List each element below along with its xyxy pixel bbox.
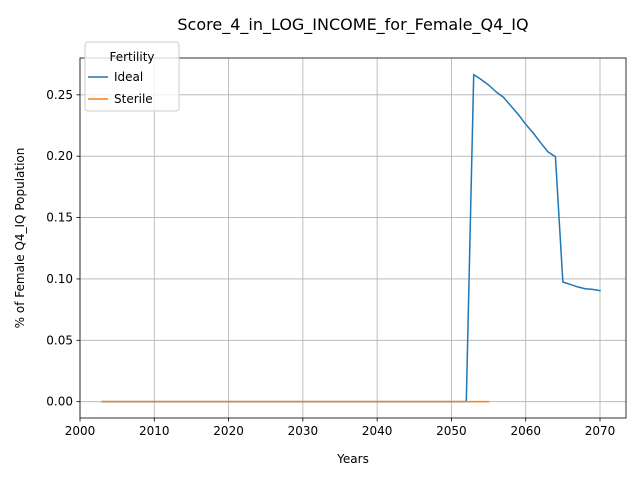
legend: Fertility Ideal Sterile — [84, 41, 180, 112]
y-tick-label: 0.00 — [46, 395, 73, 409]
legend-title: Fertility — [109, 50, 154, 64]
legend-label-sterile: Sterile — [114, 92, 153, 106]
x-tick-label: 2020 — [213, 424, 244, 438]
y-tick-label: 0.25 — [46, 88, 73, 102]
legend-box — [84, 41, 180, 112]
y-tick-label: 0.20 — [46, 149, 73, 163]
x-tick-label: 2040 — [362, 424, 393, 438]
x-tick-label: 2060 — [510, 424, 541, 438]
chart-title: Score_4_in_LOG_INCOME_for_Female_Q4_IQ — [177, 15, 528, 35]
y-tick-label: 0.05 — [46, 333, 73, 347]
plot-area — [80, 58, 626, 418]
x-axis-label: Years — [336, 452, 369, 466]
plot-frame — [79, 57, 627, 419]
x-tick-label: 2050 — [436, 424, 467, 438]
legend-label-ideal: Ideal — [114, 70, 143, 84]
axis-ticks: 2000 2010 2020 2030 2040 2050 2060 2070 0.00 0.05… — [46, 88, 615, 438]
x-tick-label: 2010 — [139, 424, 170, 438]
y-tick-label: 0.10 — [46, 272, 73, 286]
y-tick-label: 0.15 — [46, 211, 73, 225]
x-tick-label: 2000 — [65, 424, 96, 438]
y-axis-label: % of Female Q4_IQ Population — [13, 148, 27, 329]
x-tick-label: 2030 — [288, 424, 319, 438]
series-layer — [101, 73, 601, 403]
x-tick-label: 2070 — [585, 424, 616, 438]
